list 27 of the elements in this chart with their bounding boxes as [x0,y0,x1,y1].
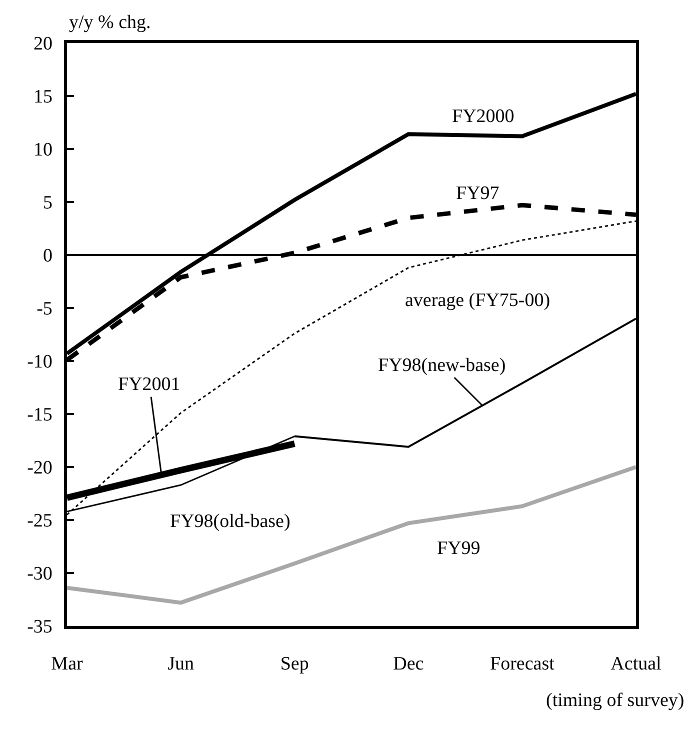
series-label: FY99 [437,538,480,559]
x-tick-label: Jun [168,654,194,675]
x-tick-label: Forecast [490,654,556,675]
y-tick-label: 15 [33,86,52,108]
x-tick-label: Sep [280,654,309,675]
y-tick-label: 10 [33,140,52,161]
y-axis-title: y/y % chg. [69,12,151,33]
text: FY2001 [118,374,180,395]
x-tick-label: Actual [610,654,662,675]
y-tick-label: -20 [27,458,52,479]
y-tick-label: -25 [27,510,52,532]
series-label: FY97 [456,183,500,204]
series-label: FY98(new-base) [378,355,506,376]
x-tick-label: Mar [51,654,84,675]
x-axis-title: (timing of survey) [546,690,684,711]
y-tick-label: 5 [42,192,52,214]
y-tick-label: -35 [27,616,52,638]
series-label: average (FY75-00) [405,290,550,311]
y-tick-label: 20 [33,34,52,55]
y-tick-label: -10 [27,352,52,373]
series-label: FY98(old-base) [170,511,290,532]
y-tick-label: -15 [27,404,52,426]
y-tick-label: 0 [42,246,52,267]
y-tick-label: -30 [27,564,52,585]
x-tick-label: Dec [393,654,424,675]
series-label: FY2000 [452,106,514,127]
y-tick-label: -5 [36,298,52,320]
